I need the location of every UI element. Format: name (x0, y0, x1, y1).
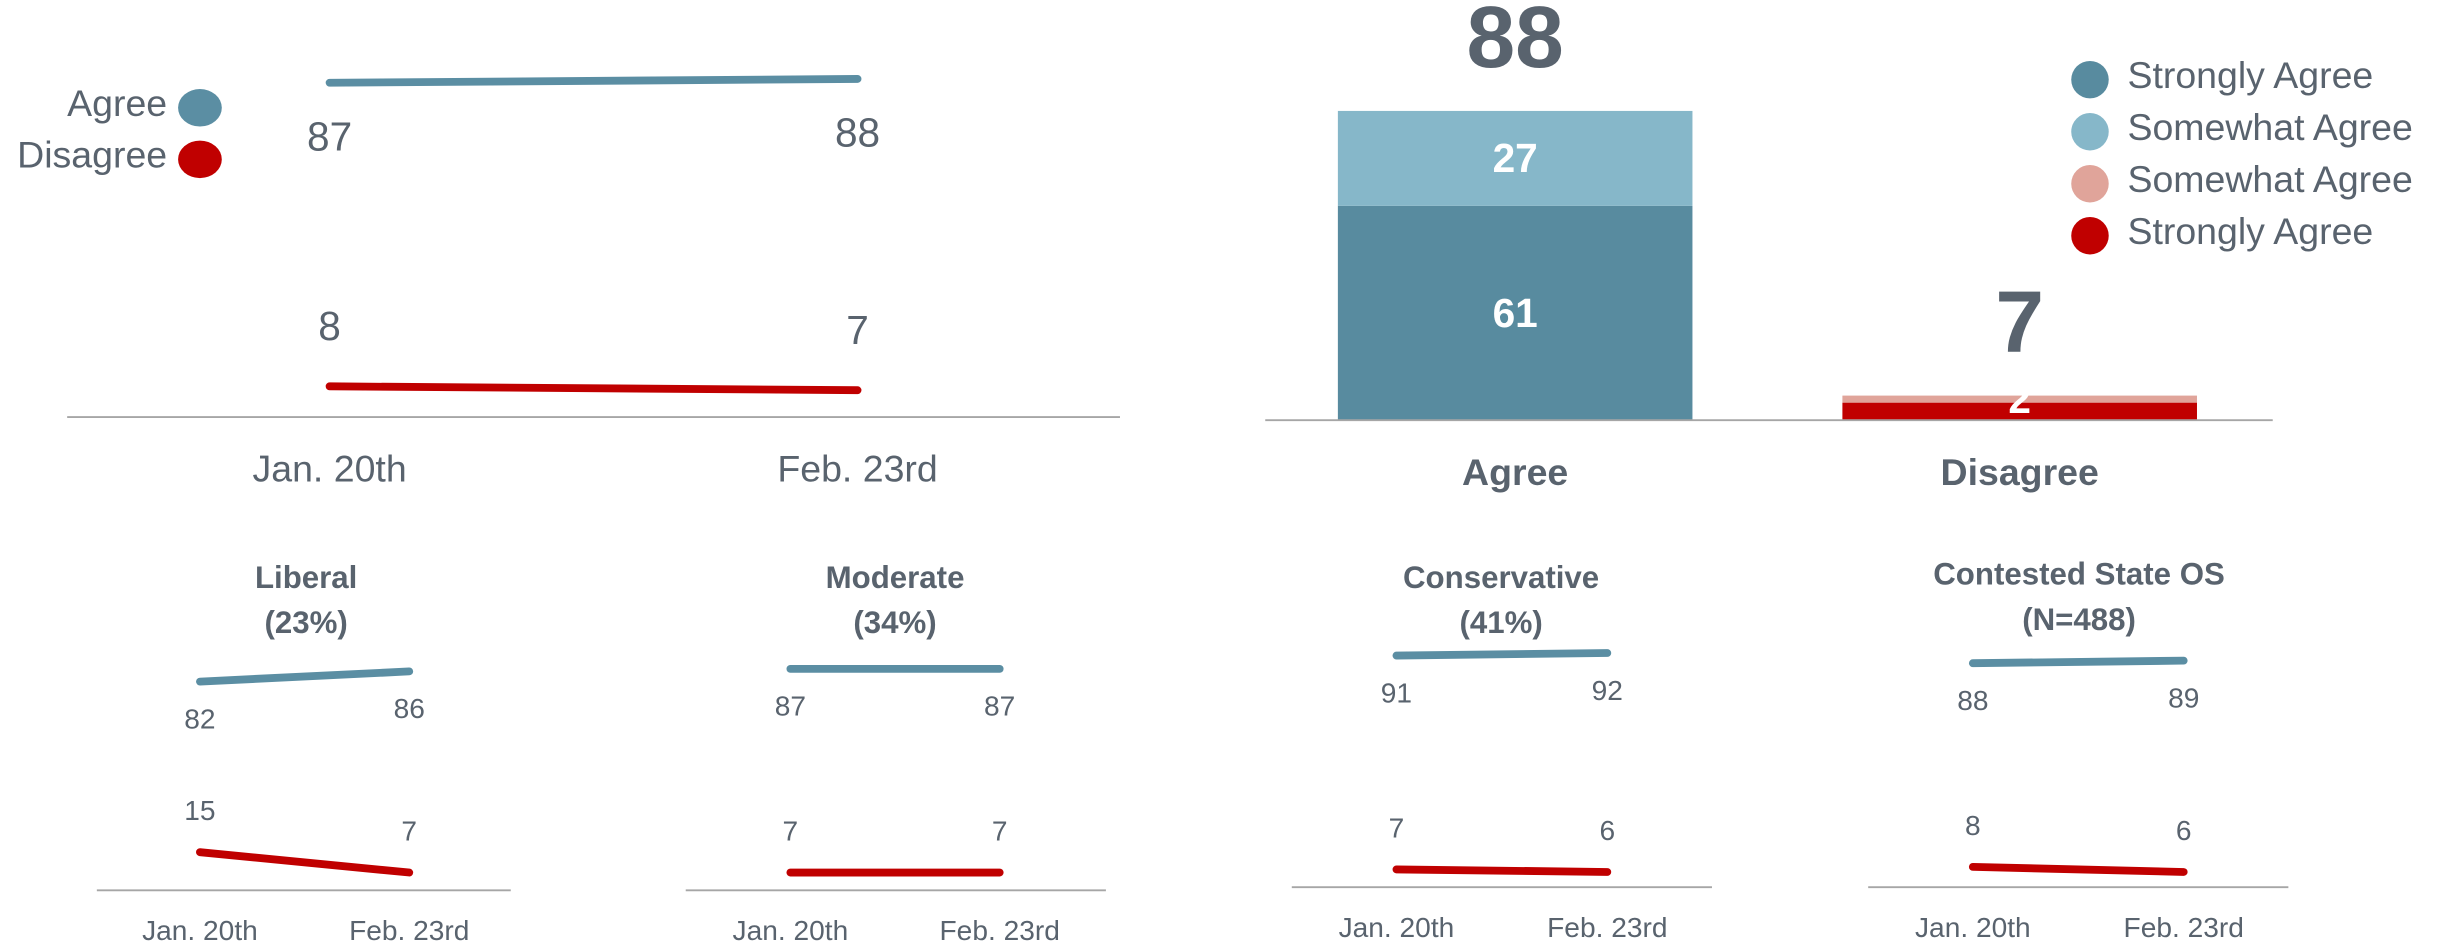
line (1392, 865, 1612, 876)
legend-label: Somewhat Agree (2127, 106, 2412, 148)
data-label: 89 (2168, 682, 2199, 713)
line (196, 667, 414, 686)
data-label: 87 (307, 113, 352, 159)
legend-swatch (2071, 60, 2109, 99)
legend-label: Agree (67, 82, 167, 124)
data-label: 88 (835, 110, 880, 156)
x-tick-label: Agree (1462, 451, 1568, 493)
bar-segment (1337, 110, 1693, 206)
legend-swatch (178, 140, 222, 179)
chart-title: Liberal (255, 560, 357, 595)
data-label: 6 (2176, 815, 2192, 846)
data-label: 86 (394, 693, 425, 724)
x-tick-label: Feb. 23rd (349, 915, 469, 946)
x-tick-label: Jan. 20th (253, 448, 407, 490)
bar-segment (1842, 402, 2197, 421)
x-tick-label: Feb. 23rd (1547, 912, 1667, 943)
legend-label: Strongly Agree (2127, 54, 2373, 96)
segment-label: 2 (2008, 376, 2031, 422)
chart-subtitle: (N=488) (2022, 602, 2136, 637)
legend-swatch (178, 89, 222, 127)
legend-swatch (2071, 112, 2109, 151)
bar-segment (1337, 205, 1693, 421)
data-label: 92 (1592, 675, 1623, 706)
line (1392, 649, 1612, 660)
data-label: 82 (184, 703, 215, 734)
line (1968, 656, 2188, 668)
chart-title: Moderate (826, 560, 965, 595)
data-label: 7 (1389, 812, 1405, 843)
chart-subtitle: (41%) (1459, 605, 1542, 640)
segment-label: 27 (1493, 135, 1538, 181)
x-tick-label: Disagree (1941, 451, 2099, 493)
x-tick-label: Jan. 20th (1915, 912, 2031, 943)
data-label: 88 (1957, 685, 1988, 716)
legend-swatch (2071, 164, 2109, 203)
chart-title: Contested State OS (1933, 557, 2225, 592)
line (325, 382, 862, 395)
segment-label: 61 (1493, 290, 1538, 336)
data-label: 7 (846, 307, 869, 353)
x-tick-label: Feb. 23rd (940, 915, 1060, 946)
line (196, 848, 414, 877)
data-label: 8 (1965, 810, 1981, 841)
legend-label: Disagree (17, 134, 167, 176)
x-tick-label: Jan. 20th (142, 915, 258, 946)
chart-subtitle: (23%) (264, 605, 347, 640)
legend-swatch (2071, 216, 2109, 255)
bar-segment (1842, 395, 2197, 403)
data-label: 7 (783, 816, 799, 847)
legend-label: Strongly Agree (2127, 210, 2373, 252)
line (1968, 862, 2188, 876)
data-label: 7 (992, 816, 1008, 847)
data-label: 7 (401, 816, 417, 847)
total-label: 7 (1995, 273, 2044, 371)
data-label: 87 (984, 691, 1015, 722)
x-tick-label: Feb. 23rd (2124, 912, 2244, 943)
data-label: 8 (318, 303, 341, 349)
chart-title: Conservative (1403, 560, 1599, 595)
total-label: 88 (1467, 0, 1564, 86)
data-label: 15 (184, 795, 215, 826)
line (325, 75, 862, 87)
data-label: 6 (1599, 815, 1615, 846)
chart-subtitle: (34%) (853, 605, 936, 640)
x-tick-label: Jan. 20th (1339, 912, 1455, 943)
data-label: 91 (1381, 677, 1412, 708)
legend-label: Somewhat Agree (2127, 158, 2412, 200)
data-label: 87 (775, 691, 806, 722)
x-tick-label: Feb. 23rd (777, 448, 937, 490)
x-tick-label: Jan. 20th (733, 915, 849, 946)
